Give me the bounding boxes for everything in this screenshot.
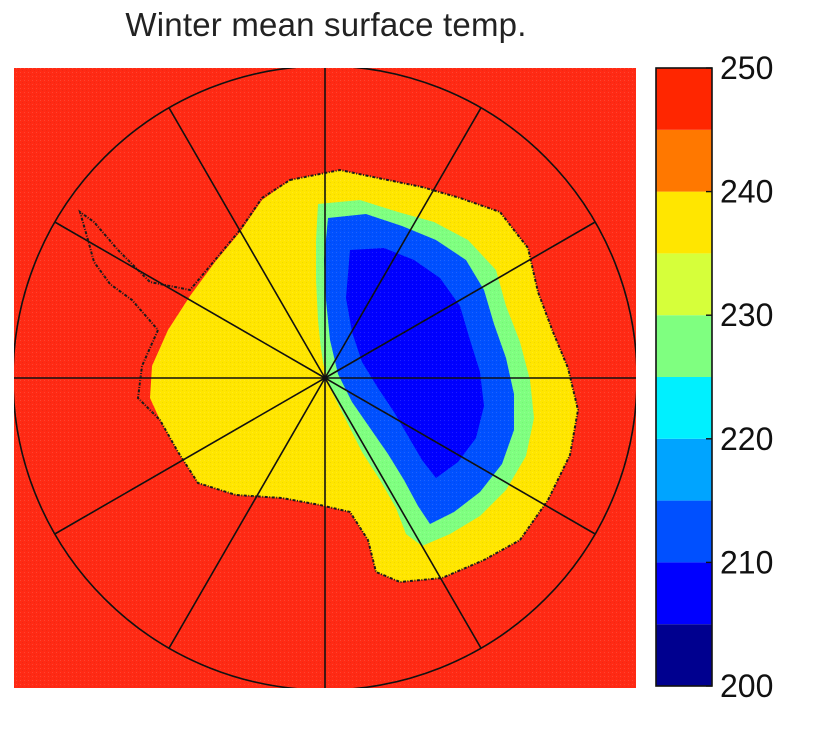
polar-map: [14, 68, 636, 688]
meridian-line: [324, 107, 482, 379]
colorbar-ticks: 250 240 230 220 210 200: [706, 50, 773, 704]
meridian-line: [324, 221, 596, 379]
colorbar-tick-label: 200: [720, 668, 773, 704]
colorbar-tick-label: 230: [720, 297, 773, 333]
meridian-line: [168, 377, 326, 649]
colorbar-tick-label: 240: [720, 174, 773, 210]
colorbar-level-235: [656, 191, 712, 254]
colorbar-tick-label: 250: [720, 50, 773, 86]
graticule: [14, 68, 636, 688]
meridian-line: [54, 377, 326, 535]
colorbar-level-245: [656, 68, 712, 130]
meridian-line: [54, 221, 326, 379]
colorbar-level-215: [656, 438, 712, 501]
colorbar: [655, 67, 713, 687]
colorbar-tick-label: 220: [720, 421, 773, 457]
colorbar-level-225: [656, 315, 712, 377]
colorbar-level-200: [656, 624, 712, 686]
meridian-line: [324, 377, 596, 535]
meridian-line: [324, 377, 482, 649]
colorbar-tick-label: 210: [720, 544, 773, 580]
colorbar-level-230: [656, 253, 712, 316]
meridian-line: [168, 107, 326, 379]
colorbar-level-240: [656, 129, 712, 192]
chart-title: Winter mean surface temp.: [125, 6, 527, 43]
meridians: [14, 68, 636, 688]
colorbar-level-220: [656, 377, 712, 439]
colorbar-frame: [655, 67, 713, 687]
colorbar-level-205: [656, 562, 712, 625]
colorbar-level-210: [656, 500, 712, 563]
